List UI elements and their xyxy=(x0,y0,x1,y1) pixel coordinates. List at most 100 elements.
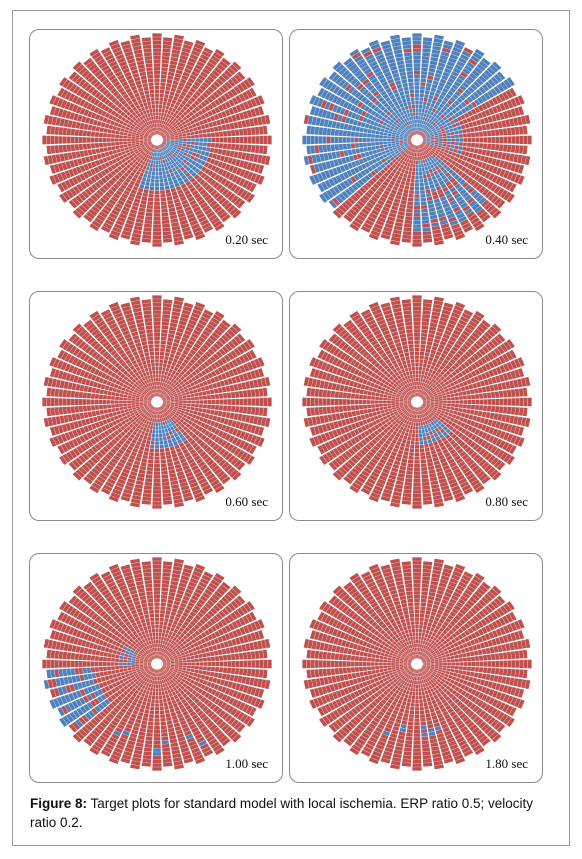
excited-cell xyxy=(264,114,271,125)
ischemic-cell xyxy=(446,60,456,67)
excited-cell xyxy=(202,129,207,134)
excited-cell xyxy=(430,140,435,143)
excited-cell xyxy=(153,332,161,337)
excited-cell xyxy=(114,436,121,442)
ischemic-cell xyxy=(476,63,486,72)
ischemic-cell xyxy=(345,156,351,163)
ischemic-cell xyxy=(438,94,445,100)
ischemic-cell xyxy=(383,161,389,167)
excited-cell xyxy=(177,425,183,431)
excited-cell xyxy=(250,434,258,444)
ischemic-cell xyxy=(166,140,171,142)
excited-cell xyxy=(84,188,93,197)
excited-cell xyxy=(140,337,147,342)
excited-cell xyxy=(84,450,93,459)
excited-cell xyxy=(146,379,150,384)
excited-cell xyxy=(427,147,432,152)
excited-cell xyxy=(193,492,204,499)
excited-cell xyxy=(66,144,72,152)
excited-cell xyxy=(161,478,170,483)
excited-cell xyxy=(162,116,166,121)
excited-cell xyxy=(93,99,100,106)
excited-cell xyxy=(87,424,93,432)
excited-cell xyxy=(132,421,137,426)
excited-cell xyxy=(213,454,221,462)
ischemic-cell xyxy=(419,182,424,187)
excited-cell xyxy=(106,333,114,340)
excited-cell xyxy=(172,45,182,51)
excited-cell xyxy=(152,131,155,136)
excited-cell xyxy=(119,131,124,136)
excited-cell xyxy=(113,121,119,127)
excited-cell xyxy=(130,387,135,392)
excited-cell xyxy=(201,453,210,461)
excited-cell xyxy=(166,454,172,460)
ischemic-cell xyxy=(313,107,320,117)
ischemic-cell xyxy=(375,53,385,60)
excited-cell xyxy=(75,383,81,391)
excited-cell xyxy=(503,170,510,179)
ischemic-cell xyxy=(200,160,206,166)
excited-cell xyxy=(135,133,140,136)
excited-cell xyxy=(75,97,83,105)
excited-cell xyxy=(135,80,142,86)
excited-cell xyxy=(193,419,199,424)
ischemic-cell xyxy=(170,155,175,160)
excited-cell xyxy=(164,93,169,99)
ischemic-cell xyxy=(338,129,344,137)
excited-cell xyxy=(72,429,79,438)
excited-cell xyxy=(115,465,123,472)
ischemic-cell xyxy=(432,42,443,47)
ischemic-cell xyxy=(423,37,433,42)
ischemic-cell xyxy=(398,128,403,132)
excited-cell xyxy=(62,79,71,89)
excited-cell xyxy=(108,114,114,120)
ischemic-cell xyxy=(438,143,443,146)
ischemic-cell xyxy=(438,141,443,144)
ischemic-cell xyxy=(406,125,410,130)
excited-cell xyxy=(411,132,414,136)
excited-cell xyxy=(149,151,153,156)
excited-cell xyxy=(171,311,181,317)
excited-cell xyxy=(493,121,499,129)
excited-cell xyxy=(404,219,413,225)
excited-cell xyxy=(407,136,412,139)
excited-cell xyxy=(194,368,201,374)
excited-cell xyxy=(125,149,130,154)
excited-cell xyxy=(381,230,392,237)
excited-cell xyxy=(166,396,170,399)
ischemic-cell xyxy=(158,171,163,176)
ischemic-cell xyxy=(454,112,460,118)
excited-cell xyxy=(104,219,115,226)
excited-cell xyxy=(207,365,214,372)
excited-cell xyxy=(221,199,230,208)
ischemic-cell xyxy=(439,118,445,124)
ischemic-cell xyxy=(385,75,393,81)
excited-cell xyxy=(166,127,171,132)
excited-cell xyxy=(180,313,190,319)
ischemic-cell xyxy=(351,184,359,192)
ischemic-cell xyxy=(487,78,496,87)
excited-cell xyxy=(158,112,162,116)
excited-cell xyxy=(81,190,90,199)
ischemic-cell xyxy=(413,216,421,221)
excited-cell xyxy=(477,148,483,155)
excited-cell xyxy=(112,46,122,54)
excited-cell xyxy=(96,83,104,91)
excited-cell xyxy=(147,403,152,405)
excited-cell xyxy=(190,382,195,387)
ischemic-cell xyxy=(335,106,342,114)
excited-cell xyxy=(153,55,161,60)
excited-cell xyxy=(210,317,220,325)
ischemic-cell xyxy=(179,139,183,141)
excited-cell xyxy=(382,206,390,212)
excited-cell xyxy=(229,207,239,216)
ischemic-cell xyxy=(378,96,385,103)
excited-cell xyxy=(451,152,457,157)
excited-cell xyxy=(175,351,182,357)
excited-cell xyxy=(136,113,142,118)
ischemic-cell xyxy=(421,216,430,221)
excited-cell xyxy=(215,88,223,96)
ischemic-cell xyxy=(415,175,419,180)
excited-cell xyxy=(123,190,130,196)
